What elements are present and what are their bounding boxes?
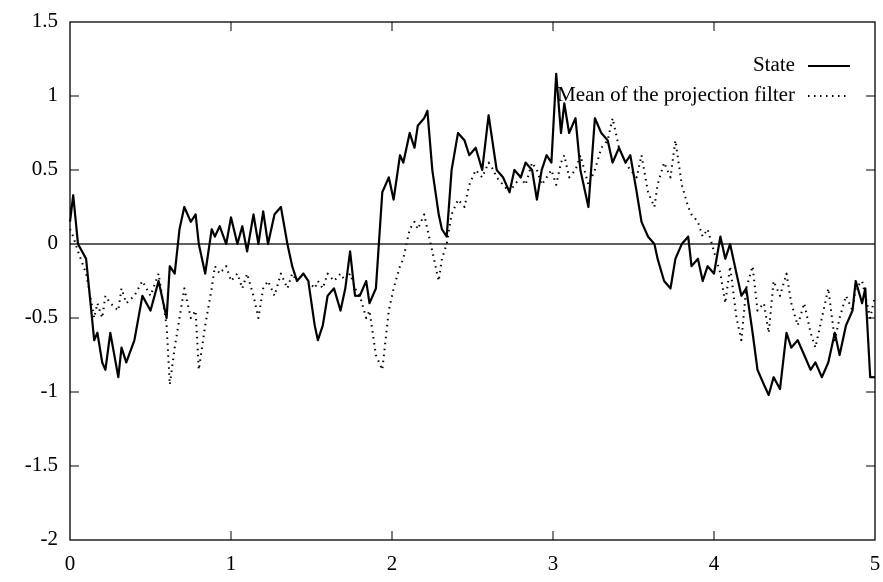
plot-frame — [69, 21, 876, 541]
y-tick-label: -1.5 — [25, 452, 58, 476]
y-tick-label: -0.5 — [25, 304, 58, 328]
x-tick-label: 3 — [548, 551, 559, 575]
x-tick-label: 0 — [65, 551, 76, 575]
y-tick-label: 0 — [48, 230, 59, 254]
y-tick-label: -2 — [41, 526, 59, 550]
x-tick-label: 5 — [870, 551, 881, 575]
x-tick-label: 1 — [226, 551, 237, 575]
legend-label: Mean of the projection filter — [557, 82, 795, 106]
series-line — [68, 72, 875, 397]
x-tick-label: 2 — [387, 551, 398, 575]
legend-label: State — [753, 52, 795, 76]
series-line — [69, 117, 876, 386]
y-tick-label: -1 — [41, 378, 59, 402]
y-tick-label: 1.5 — [32, 8, 58, 32]
y-tick-label: 1 — [48, 82, 59, 106]
x-tick-label: 4 — [709, 551, 720, 575]
y-tick-label: 0.5 — [32, 156, 58, 180]
